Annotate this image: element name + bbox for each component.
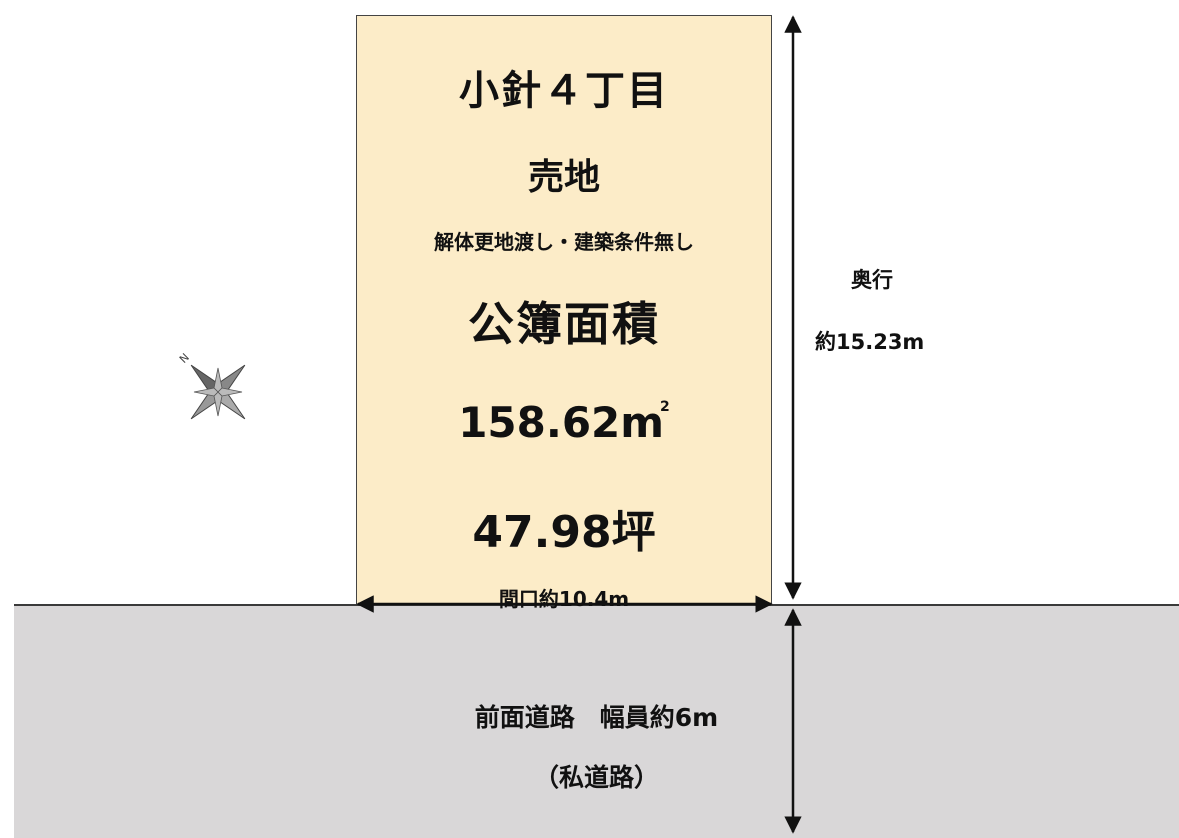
- compass-rose-icon: N: [177, 351, 246, 420]
- sale-conditions: 解体更地渡し・建築条件無し: [434, 230, 694, 254]
- area-square-meters: 158.62m2: [357, 398, 771, 447]
- svg-text:N: N: [177, 351, 192, 366]
- area-sqm-unit: m: [620, 398, 665, 447]
- depth-value: 約15.23m: [815, 330, 925, 354]
- area-tsubo: 47.98坪: [472, 507, 656, 558]
- area-sqm-value: 158.62: [458, 398, 621, 447]
- road-type-label: （私道路）: [533, 763, 659, 792]
- front-road: 前面道路 幅員約6m （私道路）: [14, 604, 1179, 838]
- land-lot: 小針４丁目 売地 解体更地渡し・建築条件無し 公簿面積 158.62m2 47.…: [356, 15, 772, 611]
- road-width-label: 前面道路 幅員約6m: [474, 703, 719, 732]
- lot-title: 小針４丁目: [459, 68, 669, 114]
- depth-label: 奥行: [851, 268, 893, 292]
- registered-area-label: 公簿面積: [468, 297, 660, 351]
- area-sqm-superscript: 2: [660, 399, 670, 415]
- sale-label: 売地: [527, 157, 600, 198]
